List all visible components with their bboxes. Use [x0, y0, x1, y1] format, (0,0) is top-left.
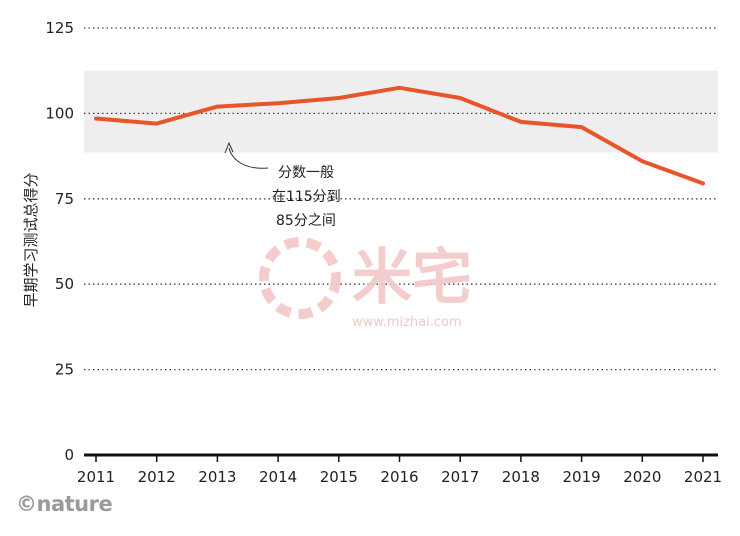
y-tick-label: 100	[45, 104, 74, 122]
y-tick-label: 50	[55, 275, 74, 293]
annotation: 分数一般 在115分到 85分之间	[224, 141, 341, 229]
x-tick-labels: 2011 2012 2013 2014 2015 2016 2017 2018 2019 2020…	[77, 455, 722, 486]
y-tick-label: 75	[55, 190, 74, 208]
x-tick-label: 2012	[138, 468, 176, 486]
y-tick-labels: 0 25 50 75 100 125	[45, 19, 74, 464]
watermark-text: 米宅	[352, 243, 472, 313]
x-tick-label: 2019	[563, 468, 601, 486]
x-tick-label: 2011	[77, 468, 115, 486]
annotation-line-2: 在115分到	[272, 189, 341, 205]
x-tick-label: 2020	[623, 468, 661, 486]
series-points	[95, 87, 704, 184]
x-tick-label: 2013	[198, 468, 236, 486]
y-axis-label: 早期学习测试总得分	[22, 172, 40, 307]
x-tick-label: 2018	[502, 468, 540, 486]
y-tick-label: 125	[45, 19, 74, 37]
typical-score-band	[84, 70, 718, 153]
x-tick-label: 2017	[441, 468, 479, 486]
y-tick-label: 0	[64, 446, 74, 464]
annotation-arrow	[228, 147, 269, 169]
y-tick-label: 25	[55, 361, 74, 379]
nature-credit: ©nature	[16, 492, 113, 516]
annotation-arrowhead-icon	[224, 141, 234, 154]
x-tick-label: 2014	[259, 468, 297, 486]
annotation-line-1: 分数一般	[278, 165, 334, 181]
x-tick-label: 2016	[380, 468, 418, 486]
annotation-line-3: 85分之间	[276, 213, 336, 229]
watermark-logo-icon	[259, 237, 341, 319]
watermark: 米宅 www.mizhai.com	[259, 237, 472, 330]
x-tick-label: 2015	[320, 468, 358, 486]
watermark-url: www.mizhai.com	[352, 315, 462, 330]
x-tick-label: 2021	[684, 468, 722, 486]
